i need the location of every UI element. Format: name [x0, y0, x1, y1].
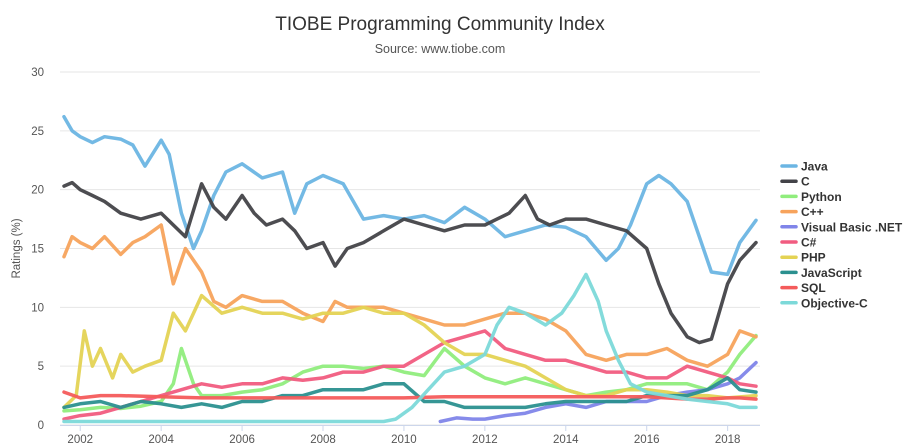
y-tick-label-25: 25 — [31, 126, 44, 138]
legend-item-c[interactable]: C — [801, 175, 810, 189]
series-line-c — [62, 329, 758, 421]
y-tick-label-30: 30 — [31, 67, 44, 79]
series-line-php — [62, 293, 758, 410]
x-tick-label-2006: 2006 — [229, 434, 255, 446]
legend-item-sql[interactable]: SQL — [801, 281, 826, 295]
series-line-python — [62, 333, 758, 413]
legend-item-python[interactable]: Python — [801, 190, 842, 204]
series-line-java — [62, 114, 758, 277]
x-tick-label-2008: 2008 — [310, 434, 336, 446]
series-line-c — [62, 180, 758, 345]
x-tick-label-2016: 2016 — [634, 434, 660, 446]
x-tick-label-2012: 2012 — [472, 434, 498, 446]
x-tick-label-2014: 2014 — [553, 434, 579, 446]
y-axis-title: Ratings (%) — [11, 218, 23, 278]
legend-item-c[interactable]: C++ — [801, 205, 824, 219]
legend-item-c[interactable]: C# — [801, 236, 817, 250]
y-tick-label-0: 0 — [38, 420, 44, 432]
legend-item-objective-c[interactable]: Objective-C — [801, 296, 868, 310]
x-tick-label-2004: 2004 — [148, 434, 174, 446]
legend-item-visual-basic-net[interactable]: Visual Basic .NET — [801, 220, 903, 234]
y-tick-label-10: 10 — [31, 302, 44, 314]
y-tick-label-5: 5 — [38, 361, 44, 373]
y-tick-label-20: 20 — [31, 185, 44, 197]
legend-item-php[interactable]: PHP — [801, 251, 826, 265]
chart-subtitle: Source: www.tiobe.com — [374, 42, 506, 56]
legend-item-javascript[interactable]: JavaScript — [801, 266, 862, 280]
y-tick-label-15: 15 — [31, 244, 44, 256]
x-tick-label-2002: 2002 — [67, 434, 93, 446]
legend-item-java[interactable]: Java — [801, 160, 828, 174]
x-tick-label-2018: 2018 — [715, 434, 741, 446]
x-tick-label-2010: 2010 — [391, 434, 417, 446]
series-line-c — [62, 223, 758, 368]
chart-title: TIOBE Programming Community Index — [275, 14, 605, 35]
series-line-objective-c — [62, 272, 758, 424]
